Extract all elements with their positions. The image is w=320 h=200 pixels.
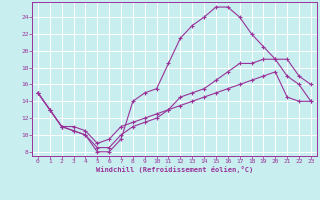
- X-axis label: Windchill (Refroidissement éolien,°C): Windchill (Refroidissement éolien,°C): [96, 166, 253, 173]
